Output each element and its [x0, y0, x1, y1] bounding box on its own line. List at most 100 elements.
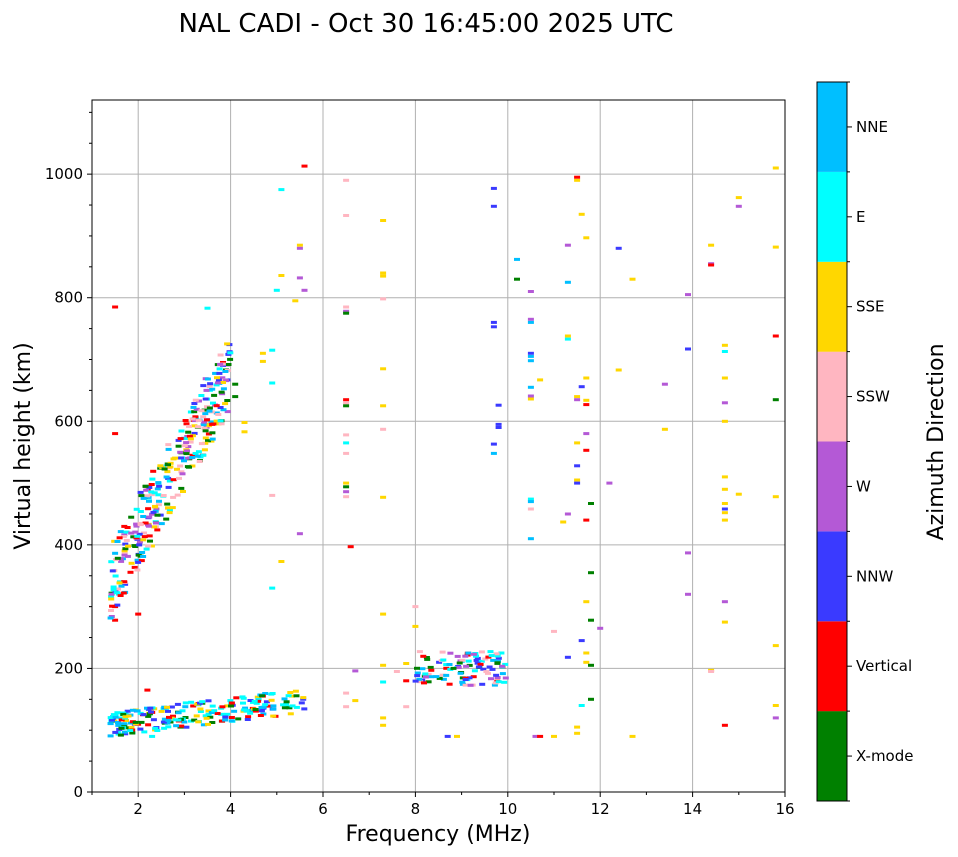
data-point	[283, 703, 289, 706]
data-point	[235, 717, 242, 721]
data-point	[108, 592, 115, 596]
data-point	[161, 717, 168, 721]
data-point	[721, 723, 728, 727]
data-point	[247, 711, 254, 715]
data-point	[165, 709, 171, 713]
data-point	[218, 390, 225, 394]
data-point	[211, 393, 218, 397]
data-point	[181, 436, 188, 440]
data-point	[433, 675, 440, 679]
data-point	[217, 406, 224, 409]
y-tick-label: 800	[54, 289, 83, 307]
data-point	[259, 359, 266, 363]
colorbar-segment	[817, 621, 847, 712]
data-point	[380, 404, 387, 408]
data-point	[177, 437, 184, 441]
data-point	[214, 712, 221, 715]
data-point	[287, 712, 294, 716]
data-point	[137, 490, 144, 494]
data-point	[233, 696, 240, 700]
data-point	[269, 381, 276, 385]
data-point	[188, 719, 194, 723]
data-point	[583, 432, 590, 436]
data-points	[107, 164, 779, 738]
data-point	[165, 725, 172, 729]
data-point	[514, 277, 520, 281]
data-point	[141, 531, 147, 535]
colorbar-segment	[817, 82, 847, 172]
data-point	[343, 485, 350, 489]
data-point	[583, 376, 590, 380]
data-point	[685, 551, 691, 555]
data-point	[243, 709, 250, 713]
data-point	[228, 701, 235, 705]
data-point	[192, 452, 199, 455]
data-point	[352, 699, 359, 703]
data-point	[574, 464, 581, 468]
data-point	[189, 464, 196, 468]
data-point	[247, 699, 254, 702]
data-point	[205, 422, 212, 426]
data-point	[227, 699, 234, 703]
data-point	[615, 246, 622, 250]
data-point	[155, 481, 162, 485]
data-point	[202, 412, 209, 416]
data-point	[176, 476, 182, 480]
data-point	[343, 178, 350, 182]
data-point	[117, 733, 124, 737]
data-point	[214, 381, 221, 385]
data-point	[152, 505, 159, 509]
data-point	[574, 441, 581, 445]
data-point	[198, 442, 205, 446]
data-point	[436, 660, 443, 664]
data-point	[721, 620, 728, 624]
data-point	[134, 558, 141, 562]
data-point	[254, 695, 261, 699]
data-point	[466, 676, 473, 680]
data-point	[574, 395, 581, 399]
data-point	[532, 734, 539, 738]
data-point	[165, 447, 172, 451]
data-point	[283, 700, 290, 704]
data-point	[181, 444, 188, 448]
data-point	[583, 518, 590, 522]
data-point	[201, 448, 208, 452]
colorbar-label: NNE	[856, 118, 888, 136]
data-point	[253, 701, 260, 705]
data-point	[220, 381, 226, 384]
data-point	[721, 401, 728, 405]
data-point	[218, 422, 225, 426]
data-point	[527, 497, 534, 501]
data-point	[175, 444, 182, 448]
data-point	[134, 709, 141, 713]
data-point	[208, 439, 215, 443]
data-point	[490, 320, 497, 324]
data-point	[491, 683, 498, 687]
data-point	[201, 426, 208, 430]
data-point	[439, 650, 446, 654]
plot-area: 2 4 6 8 10 12 14 16 0 200 400 600 800 1000	[45, 99, 795, 818]
data-point	[685, 347, 691, 351]
data-point	[107, 616, 114, 620]
data-point	[206, 406, 213, 410]
data-point	[165, 443, 172, 447]
data-point	[708, 243, 715, 247]
data-point	[202, 397, 209, 401]
data-point	[263, 700, 270, 704]
data-point	[205, 439, 211, 443]
data-point	[128, 561, 135, 565]
data-point	[207, 382, 214, 386]
data-point	[160, 494, 167, 497]
data-point	[268, 698, 275, 702]
data-point	[154, 513, 161, 517]
data-point	[217, 362, 224, 366]
data-point	[187, 437, 194, 441]
data-point	[183, 452, 190, 456]
data-point	[142, 521, 149, 525]
data-point	[196, 460, 203, 463]
data-point	[202, 441, 209, 445]
data-point	[485, 671, 491, 675]
data-point	[414, 671, 421, 675]
data-point	[124, 526, 131, 529]
data-point	[122, 547, 129, 551]
